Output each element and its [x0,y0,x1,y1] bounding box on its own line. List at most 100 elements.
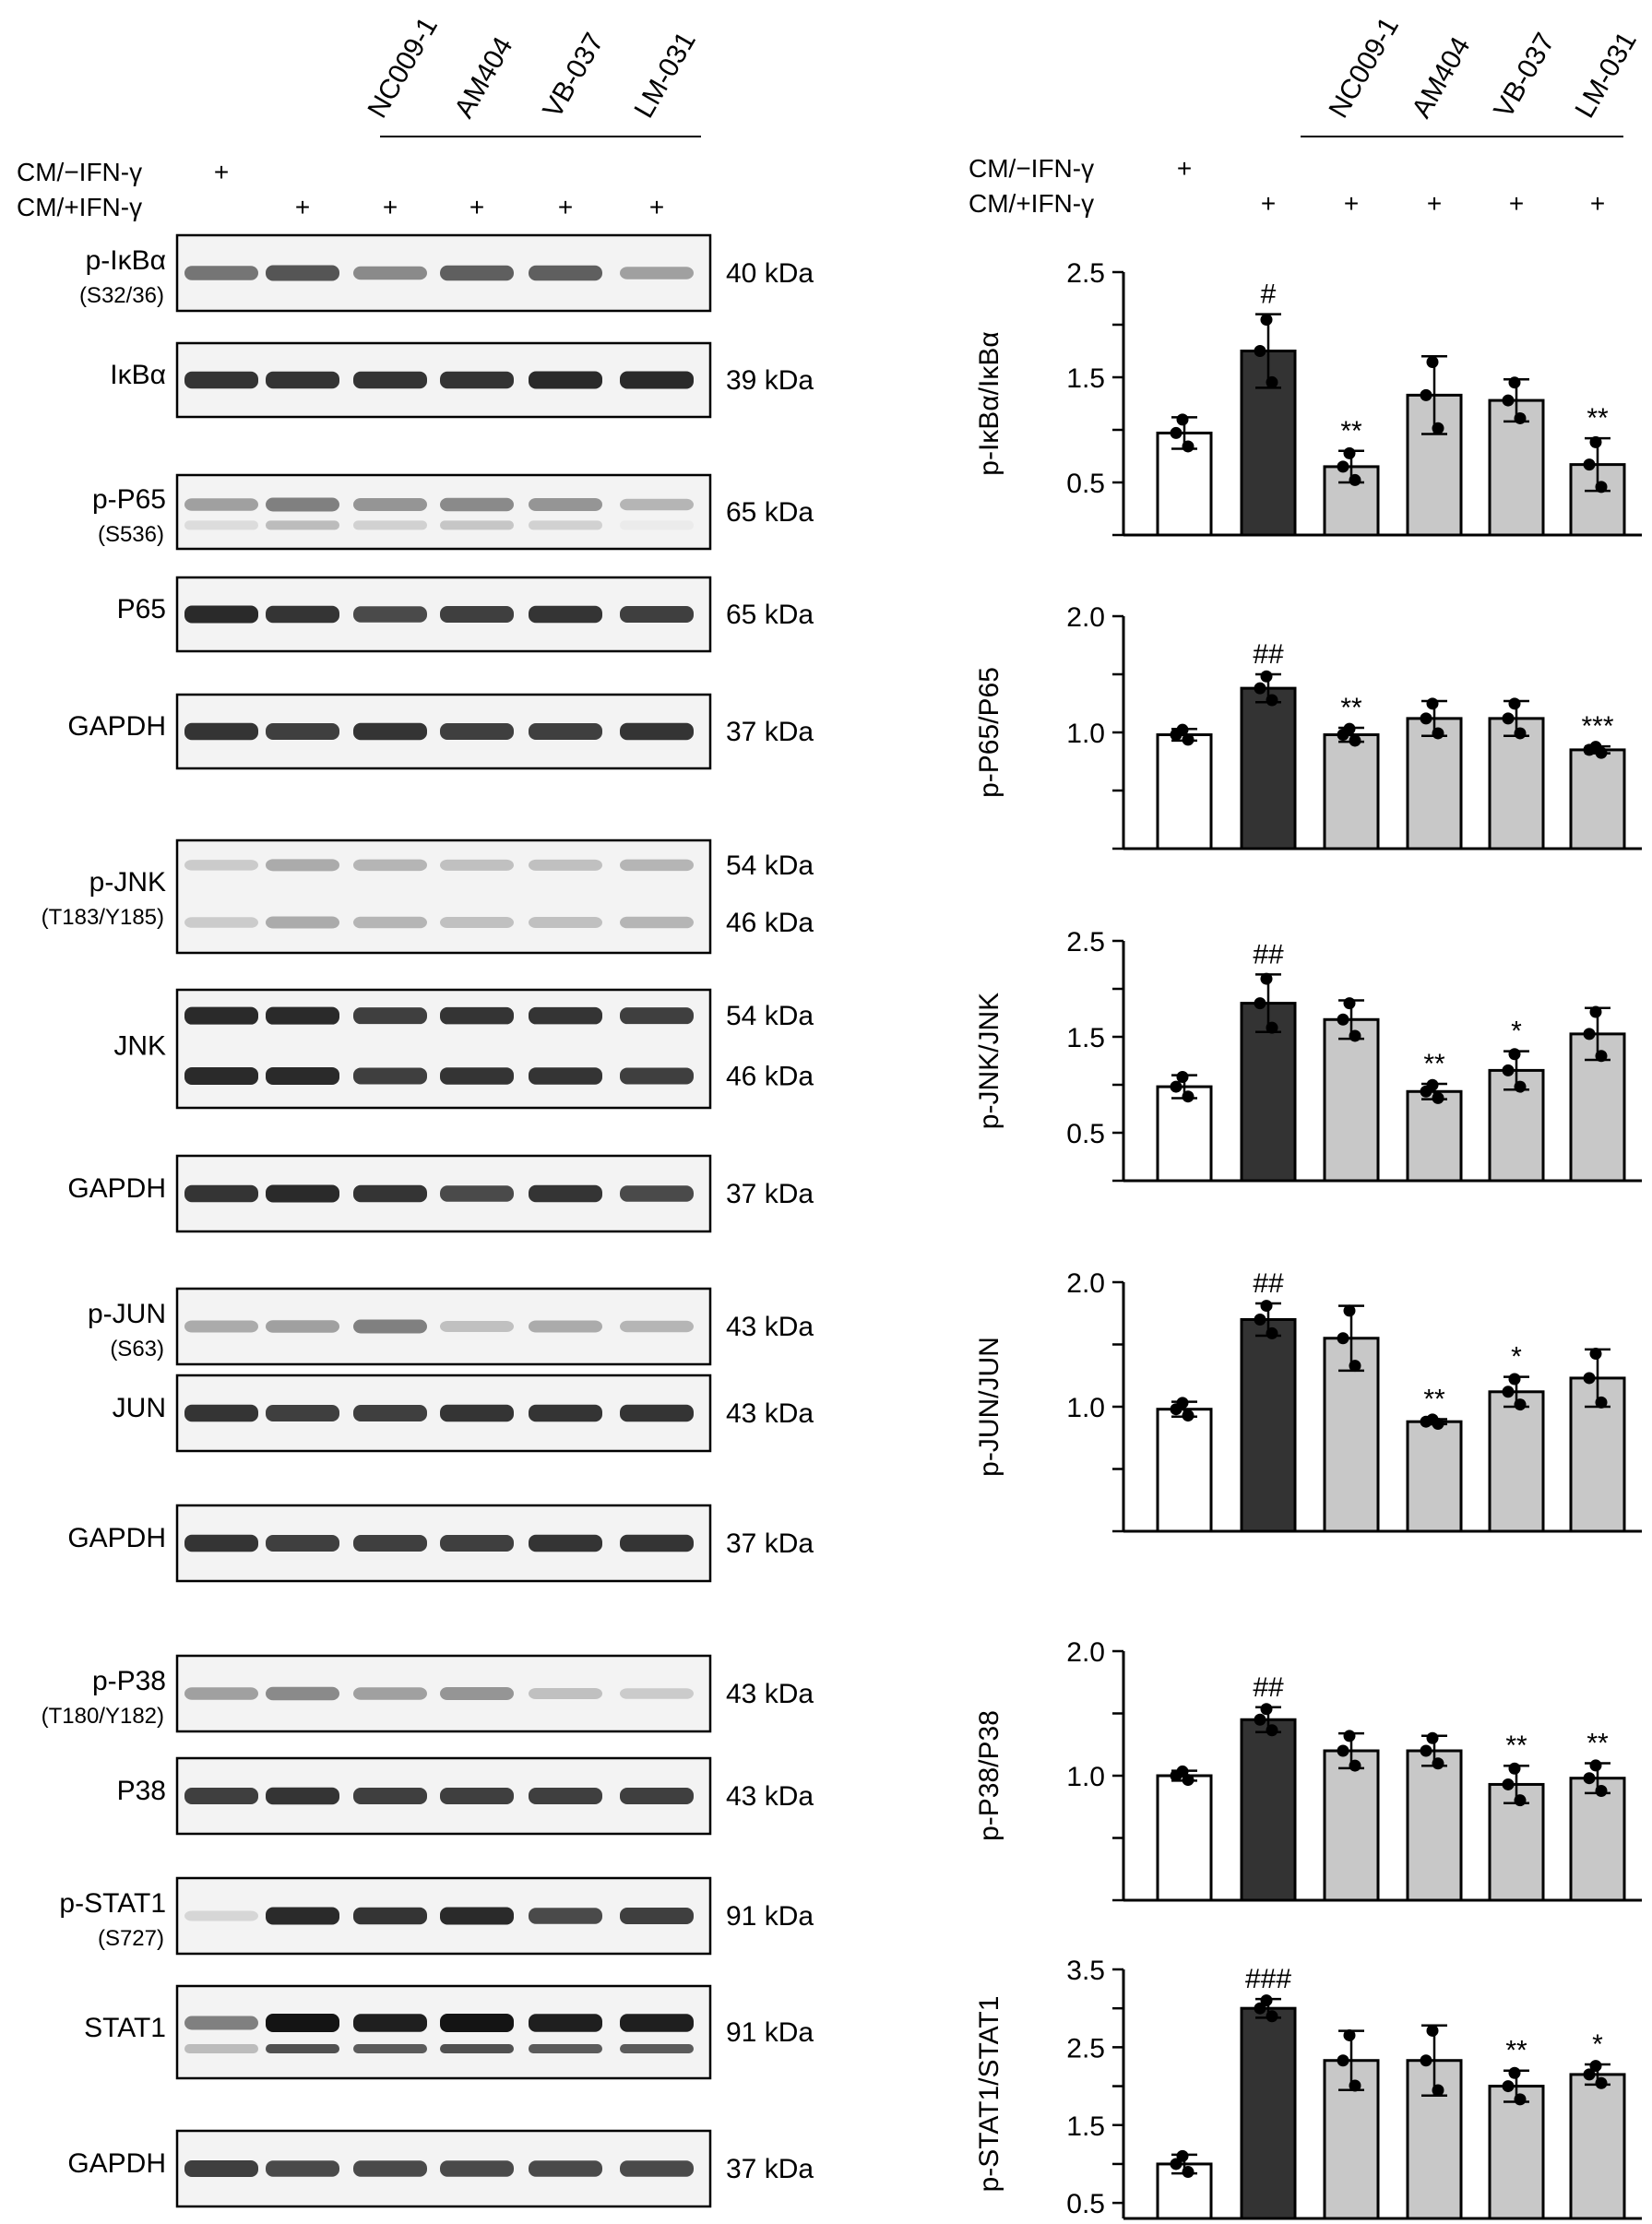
replicate-point [1260,972,1273,985]
replicate-point [1182,733,1194,746]
replicate-point [1349,1759,1361,1772]
blot-band [353,520,427,530]
blot-plus-sign: + [383,193,398,221]
blot-band [266,1320,339,1333]
blot-site-label: (S63) [110,1337,164,1362]
blot-band [184,2160,258,2177]
replicate-point [1432,422,1444,434]
replicate-point [1260,314,1273,327]
blot-group-label: NC009-1 [362,12,444,123]
blot-treatment-header: NC009-1 AM404 VB-037 LM-031 CM/−IFN-γ CM/+IFN… [17,12,702,221]
significance-label: ## [1253,1268,1284,1299]
blot-panel: JUN 43 kDa [113,1374,814,1453]
bar-chart: 0.51.52.5p-JNK/JNK##*** [974,927,1642,1183]
blot-band [184,2044,258,2053]
replicate-point [1426,356,1439,369]
replicate-point [1595,2076,1608,2089]
blot-band [266,497,339,512]
blot-plus-sign: + [469,193,484,221]
blot-protein-label: p-P38 [92,1666,166,1696]
blot-band [353,1535,427,1552]
y-tick-label: 0.5 [1066,1119,1105,1149]
blot-band [184,1910,258,1921]
blot-site-label: (S32/36) [79,283,164,308]
blot-plus-sign: + [295,193,310,221]
blot-band [184,498,258,511]
replicate-point [1432,727,1444,740]
chart-group-label: VB-037 [1488,28,1561,123]
blot-band [184,2016,258,2030]
blot-band [620,916,694,929]
blot-band [353,371,427,389]
blot-band [529,498,602,511]
blot-band [440,917,514,929]
blot-band [440,2014,514,2032]
blot-band [353,498,427,511]
y-axis-label: p-IκBα/IκBα [974,331,1004,475]
blot-band [529,1788,602,1804]
bar [1323,1017,1380,1183]
y-axis-label: p-P65/P65 [974,667,1004,798]
blot-kda-label: 65 kDa [726,600,814,630]
blot-band [440,1321,514,1332]
blot-band [620,498,694,511]
blot-kda-label: 37 kDa [726,2154,814,2184]
replicate-point [1343,1304,1356,1317]
blot-kda-label: 37 kDa [726,717,814,747]
blot-kda-label: 91 kDa [726,1901,814,1932]
blot-protein-label: GAPDH [67,2148,166,2179]
y-tick-label: 1.0 [1066,1393,1105,1423]
blot-band [529,1688,602,1699]
replicate-point [1583,1028,1596,1041]
blot-kda-label: 65 kDa [726,497,814,528]
replicate-point [1514,1794,1527,1807]
blot-frame [175,1984,712,2080]
blot-kda-label: 43 kDa [726,1781,814,1812]
replicate-point [1514,2093,1527,2106]
blot-band [184,1404,258,1422]
blot-band [620,371,694,389]
blot-band [440,497,514,512]
significance-label: ** [1587,403,1609,434]
blot-kda-label: 54 kDa [726,1001,814,1031]
blot-band [184,860,258,871]
chart-group-label: NC009-1 [1323,12,1405,123]
blot-band [440,606,514,623]
blot-band [620,2160,694,2177]
blot-band [353,1788,427,1804]
blot-kda-label: 43 kDa [726,1312,814,1342]
blot-band [266,1405,339,1421]
replicate-point [1502,2080,1515,2093]
replicate-point [1266,1326,1278,1339]
replicate-point [1254,1713,1266,1726]
blot-band [440,1006,514,1025]
blot-band [529,605,602,624]
replicate-point [1266,375,1278,388]
replicate-point [1583,1372,1596,1385]
blot-band [620,1788,694,1804]
replicate-point [1583,743,1596,756]
replicate-point [1254,1314,1266,1326]
blot-protein-label: GAPDH [67,1173,166,1204]
replicate-point [1420,388,1432,401]
blot-band [529,520,602,530]
blot-band [184,1006,258,1025]
blot-plus-ifn-label: CM/+IFN-γ [17,193,142,221]
replicate-point [1260,1994,1273,2007]
replicate-point [1349,1360,1361,1373]
blot-band [184,520,258,530]
bar [1240,2006,1297,2220]
blot-minus-ifn-label: CM/−IFN-γ [17,158,142,186]
y-tick-label: 2.5 [1066,2033,1105,2063]
replicate-point [1254,2002,1266,2015]
blot-band [620,1908,694,1924]
replicate-point [1260,670,1273,683]
blot-band [440,2160,514,2177]
blot-band [266,2160,339,2177]
blot-band [620,722,694,741]
blot-band [620,267,694,279]
chart-plus-sign: + [1509,189,1524,218]
y-axis-label: p-JUN/JUN [974,1337,1004,1477]
blot-band [184,1066,258,1085]
chart-plus-sign: + [1261,189,1276,218]
